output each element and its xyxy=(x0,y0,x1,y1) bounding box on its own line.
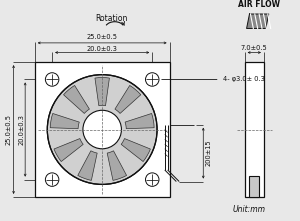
Text: 20.0±0.3: 20.0±0.3 xyxy=(18,114,24,145)
Polygon shape xyxy=(247,14,269,29)
Text: Unit:mm: Unit:mm xyxy=(233,205,266,214)
Text: 25.0±0.5: 25.0±0.5 xyxy=(6,114,12,145)
Wedge shape xyxy=(121,139,150,162)
Circle shape xyxy=(83,110,122,149)
Text: 200±15: 200±15 xyxy=(205,140,211,166)
Circle shape xyxy=(45,73,59,86)
Circle shape xyxy=(45,173,59,186)
Bar xyxy=(250,176,259,197)
Text: 25.0±0.5: 25.0±0.5 xyxy=(87,34,118,40)
Circle shape xyxy=(47,75,157,184)
Wedge shape xyxy=(54,139,83,162)
Text: 7.0±0.5: 7.0±0.5 xyxy=(241,45,268,51)
Wedge shape xyxy=(95,78,110,106)
Wedge shape xyxy=(125,113,154,129)
Circle shape xyxy=(146,173,159,186)
Wedge shape xyxy=(64,86,89,113)
Wedge shape xyxy=(107,151,127,180)
Text: 20.0±0.3: 20.0±0.3 xyxy=(87,46,118,51)
Text: Rotation: Rotation xyxy=(96,14,128,23)
Text: 4- φ3.0± 0.3: 4- φ3.0± 0.3 xyxy=(162,76,264,82)
Circle shape xyxy=(146,73,159,86)
Bar xyxy=(35,62,170,197)
Text: AIR FLOW: AIR FLOW xyxy=(238,0,280,9)
Wedge shape xyxy=(50,113,79,129)
Wedge shape xyxy=(115,86,141,113)
Bar xyxy=(245,62,264,197)
Wedge shape xyxy=(78,151,97,180)
